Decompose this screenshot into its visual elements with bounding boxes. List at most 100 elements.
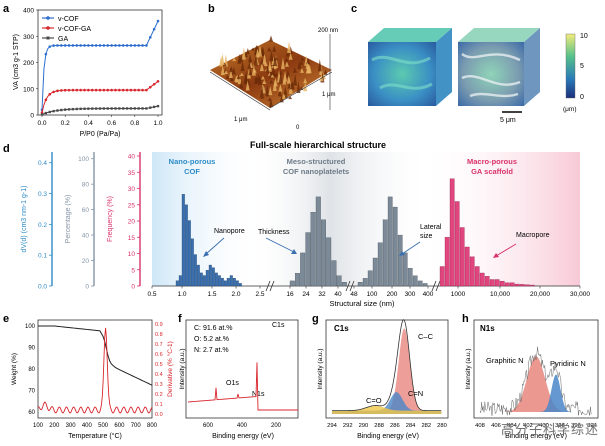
series-cofga-point bbox=[141, 88, 144, 92]
d-bar-macro bbox=[444, 237, 450, 287]
afm-peak bbox=[231, 66, 236, 75]
series-ga-point bbox=[75, 107, 78, 111]
g-xtick-label: 282 bbox=[421, 423, 431, 429]
h-xtick-label: 400 bbox=[539, 423, 549, 429]
series-cof-point bbox=[52, 44, 55, 47]
afm-peak bbox=[296, 81, 301, 93]
afm-peak bbox=[297, 60, 302, 69]
d-bar-nano bbox=[226, 277, 230, 287]
afm-peak bbox=[300, 57, 305, 61]
d-bar-lateral bbox=[382, 219, 388, 287]
panel-h-series bbox=[479, 346, 592, 416]
d-bar-lateral bbox=[392, 206, 398, 287]
cbar-top: 10 bbox=[580, 33, 588, 40]
afm-peak bbox=[240, 60, 245, 72]
g-component-co bbox=[332, 405, 442, 414]
d-bar-nano bbox=[199, 272, 203, 287]
series-cof-point bbox=[71, 44, 75, 47]
cbar-bottom: 0 bbox=[580, 94, 584, 101]
legend-cofga: v-COF-GA bbox=[58, 26, 91, 33]
d-bar-nano bbox=[223, 280, 227, 287]
d-axis-breaks bbox=[265, 280, 441, 292]
ann-lateral-1: Lateral bbox=[420, 224, 442, 231]
d-bar-macro bbox=[474, 266, 480, 287]
panel-a-frame bbox=[37, 9, 163, 116]
d-y2-tick-label: 40 bbox=[82, 233, 90, 240]
afm-peak bbox=[234, 75, 239, 82]
d-bar-nano bbox=[205, 270, 209, 287]
series-cof-point bbox=[90, 44, 94, 47]
h-component-graphitic bbox=[480, 356, 592, 412]
ann-macropore: Macropore bbox=[516, 232, 550, 239]
f-xtick-label: 400 bbox=[237, 423, 248, 429]
d-bar-macro bbox=[439, 266, 445, 287]
series-ga-point bbox=[71, 107, 75, 111]
series-cofga-point bbox=[106, 88, 110, 92]
series-cofga-point bbox=[102, 88, 106, 92]
series-cofga-point bbox=[75, 88, 79, 92]
d-y1-tick-label: 0.0 bbox=[38, 284, 47, 291]
series-cofga-point bbox=[110, 88, 113, 92]
series-cof-point bbox=[118, 44, 121, 47]
series-cofga-point bbox=[87, 88, 90, 92]
afm-peak bbox=[251, 47, 256, 51]
series-cofga-point bbox=[148, 85, 152, 89]
d-bar-lateral bbox=[377, 242, 383, 287]
afm-peak bbox=[229, 66, 234, 72]
panel-a-letter: a bbox=[3, 3, 10, 15]
series-cofga-point bbox=[56, 89, 59, 93]
afm-peak bbox=[273, 54, 278, 67]
afm-peak bbox=[259, 85, 264, 99]
d-y3-tick-label: 5 bbox=[131, 267, 135, 274]
e-ytick-label: 90 bbox=[28, 346, 35, 352]
panel-h-ticks: 408 406 404 402 400 398 396 394 bbox=[475, 423, 597, 429]
afm-peak bbox=[265, 65, 270, 73]
a-xtick-label: 0.6 bbox=[107, 120, 116, 127]
panel-d: d Full-scale hierarchical structure Nano… bbox=[3, 140, 590, 308]
series-cofga-point bbox=[44, 98, 48, 102]
afm-peak bbox=[220, 65, 225, 76]
d-y2-tick-label: 80 bbox=[82, 182, 90, 189]
d-xticks: 0.5 1.0 1.5 2.0 2.5 16 24 32 40 48 100 200 300 400 100… bbox=[147, 286, 590, 298]
series-ga-point bbox=[102, 107, 106, 110]
d-bar-nano bbox=[184, 204, 188, 287]
afm-peak bbox=[299, 60, 304, 65]
series-cof-point bbox=[152, 27, 156, 31]
series-cof-point bbox=[48, 45, 52, 48]
afm-peak bbox=[281, 93, 286, 99]
d-bar-nano bbox=[232, 277, 236, 287]
e-y2tick-label: 0.8 bbox=[155, 332, 163, 338]
d-xtick-label: 2.5 bbox=[255, 291, 264, 298]
g-component-cc bbox=[332, 328, 442, 414]
afm-peak bbox=[239, 80, 244, 89]
panel-e-ticks: 100 200 300 400 500 600 700 800 60 70 80 90 100 0.0 0.… bbox=[25, 322, 163, 429]
afm-peak bbox=[269, 50, 274, 62]
d-bar-thickness bbox=[331, 260, 337, 287]
series-cof-point bbox=[133, 44, 137, 47]
panel-e: e Weight (%) Derivative (% °C-1) Tempera… bbox=[3, 313, 174, 440]
series-ga-point bbox=[94, 107, 98, 110]
panel-b-letter: b bbox=[208, 3, 215, 15]
d-bar-thickness bbox=[336, 275, 342, 287]
d-bar-lateral bbox=[397, 234, 403, 287]
e-weight-curve bbox=[38, 325, 153, 386]
d-bar-lateral bbox=[417, 280, 423, 287]
afm-peak bbox=[268, 97, 273, 108]
d-y3-tick-label: 20 bbox=[128, 219, 136, 226]
afm-peak bbox=[289, 81, 294, 90]
series-cofga-point bbox=[71, 88, 75, 92]
panel-a: a VA (cm3 g-1 STP) P/P0 (Pa/Pa) 0 100 200 3… bbox=[3, 3, 163, 138]
series-ga-point bbox=[79, 107, 82, 111]
afm-peak bbox=[280, 57, 285, 70]
e-y2tick-label: 0.0 bbox=[155, 412, 163, 418]
h-xtick-label: 404 bbox=[507, 423, 517, 429]
d-y3-tick-label: 35 bbox=[128, 170, 136, 177]
afm-peak bbox=[219, 56, 224, 67]
e-xtick-label: 100 bbox=[33, 423, 44, 429]
scale-bar-label: 5 μm bbox=[500, 117, 516, 124]
panel-h-xlabel: Binding energy (eV) bbox=[505, 433, 567, 440]
afm-peak bbox=[222, 62, 227, 67]
f-xtick-label: 200 bbox=[271, 423, 282, 429]
panel-c: c 5 μm 10 5 0 (μm) bbox=[351, 3, 588, 124]
